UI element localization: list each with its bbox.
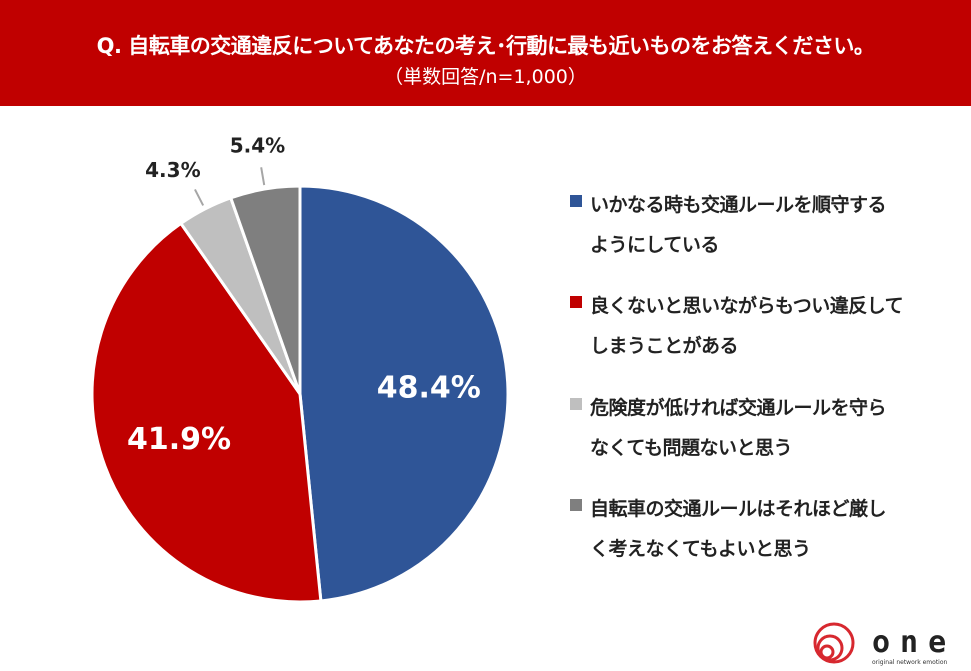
legend-swatch <box>570 195 582 207</box>
data-label-1: 41.9% <box>127 422 231 457</box>
svg-text:original network emotion: original network emotion <box>872 659 948 666</box>
legend-label: 危険度が低ければ交通ルールを守ら なくても問題ないと思う <box>590 397 887 459</box>
pie-chart: 48.4% 41.9% 4.3% 5.4% <box>90 134 510 604</box>
legend-label: いかなる時も交通ルールを順守する ようにしている <box>590 194 887 256</box>
svg-text:one: one <box>872 625 956 660</box>
legend-item-2: 危険度が低ければ交通ルールを守ら なくても問題ないと思う <box>570 388 960 468</box>
legend-swatch <box>570 296 582 308</box>
legend-label: 良くないと思いながらもつい違反して しまうことがある <box>590 295 904 357</box>
leader-line-2 <box>194 188 205 206</box>
pie-slice-1 <box>90 221 323 604</box>
legend-item-3: 自転車の交通ルールはそれほど厳し く考えなくてもよいと思う <box>570 489 960 569</box>
data-label-2: 4.3% <box>145 158 200 182</box>
pie-slice-3 <box>228 184 302 395</box>
legend-label: 自転車の交通ルールはそれほど厳し く考えなくてもよいと思う <box>590 498 887 560</box>
data-label-0: 48.4% <box>377 371 481 406</box>
data-label-3: 5.4% <box>230 134 285 158</box>
company-logo: one original network emotion <box>813 622 956 666</box>
legend-item-0: いかなる時も交通ルールを順守する ようにしている <box>570 185 960 265</box>
question-subtitle: （単数回答/n=1,000） <box>384 66 587 88</box>
legend-item-1: 良くないと思いながらもつい違反して しまうことがある <box>570 286 960 366</box>
question-title: Q. 自転車の交通違反についてあなたの考え･行動に最も近いものをお答えください。 <box>96 34 875 58</box>
legend-swatch <box>570 499 582 511</box>
pie-slice-0 <box>298 184 510 603</box>
legend-swatch <box>570 398 582 410</box>
leader-line-3 <box>260 167 266 186</box>
question-header: Q. 自転車の交通違反についてあなたの考え･行動に最も近いものをお答えください。… <box>0 0 971 106</box>
